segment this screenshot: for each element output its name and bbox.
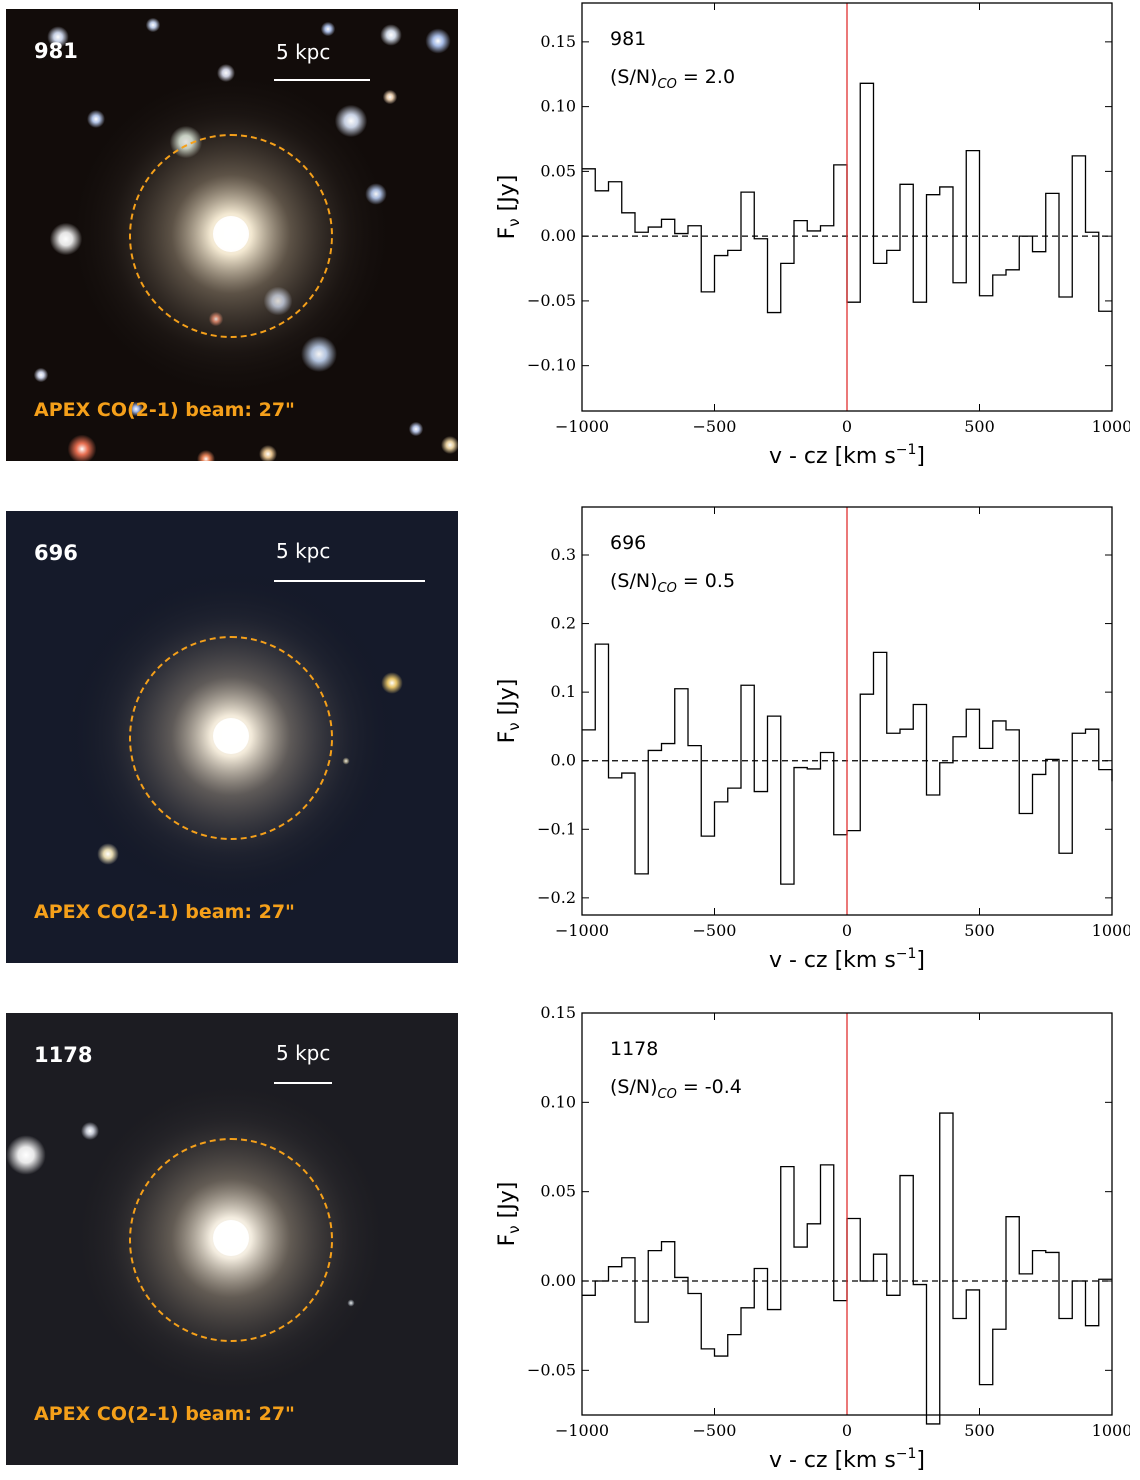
y-tick-label: 0.0 xyxy=(551,751,576,770)
galaxy-image-1178: 1178 5 kpc APEX CO(2-1) beam: 27" xyxy=(6,1013,458,1465)
x-tick-label: −500 xyxy=(693,921,737,940)
x-tick-label: 0 xyxy=(842,921,852,940)
x-tick-label: 1000 xyxy=(1092,417,1130,436)
star xyxy=(259,445,277,461)
galaxy-image-696: 696 5 kpc APEX CO(2-1) beam: 27" xyxy=(6,511,458,963)
galaxy-id-annotation: 1178 xyxy=(610,1038,658,1060)
panel-row-1: 981 5 kpc APEX CO(2-1) beam: 27" −1000 −5… xyxy=(0,0,1140,476)
beam-circle xyxy=(129,1138,333,1342)
star xyxy=(81,1122,99,1140)
star xyxy=(33,367,49,383)
scale-bar-label: 5 kpc xyxy=(276,40,331,64)
beam-label: APEX CO(2-1) beam: 27" xyxy=(34,399,295,421)
x-tick-label: −1000 xyxy=(555,1421,609,1440)
galaxy-id-annotation: 696 xyxy=(610,532,646,554)
y-axis-label: Fν [Jy] xyxy=(495,679,523,744)
galaxy-id-label: 696 xyxy=(34,541,78,565)
x-tick-label: 0 xyxy=(842,417,852,436)
plot-frame xyxy=(581,1012,1113,1416)
star xyxy=(320,21,336,37)
y-tick-label: 0.15 xyxy=(540,1003,576,1022)
scale-bar-label: 5 kpc xyxy=(276,1041,331,1065)
y-axis-label: Fν [Jy] xyxy=(495,1182,523,1247)
scale-bar xyxy=(274,1082,332,1084)
star xyxy=(6,1135,46,1175)
spectrum-plot-1178: −1000 −500 0 500 1000 −0.05 0.00 0.05 0.10 0.15 11… xyxy=(470,1000,1132,1480)
galaxy-image-981: 981 5 kpc APEX CO(2-1) beam: 27" xyxy=(6,9,458,461)
y-tick-label: 0.3 xyxy=(551,545,576,564)
spectrum-plot-canvas: −1000 −500 0 500 1000 −0.05 0.00 0.05 0.10 0.15 11… xyxy=(495,1003,1132,1473)
y-tick-label: 0.00 xyxy=(540,1271,576,1290)
scale-bar-label: 5 kpc xyxy=(276,539,331,563)
galaxy-id-label: 981 xyxy=(34,39,78,63)
y-tick-label: −0.1 xyxy=(537,819,576,838)
y-tick-label: −0.05 xyxy=(527,291,576,310)
star xyxy=(441,436,458,454)
y-tick-label: −0.05 xyxy=(527,1360,576,1379)
snr-annotation: (S/N)CO = 0.5 xyxy=(610,570,735,596)
star xyxy=(425,28,451,54)
spectrum-plot-canvas: −1000 −500 0 500 1000 −0.2 −0.1 0.0 0.1 0.2 0.3 696… xyxy=(495,506,1132,973)
x-tick-label: 1000 xyxy=(1092,921,1130,940)
galaxy-id-label: 1178 xyxy=(34,1043,93,1067)
x-tick-label: 0 xyxy=(842,1421,852,1440)
plot-frame xyxy=(581,506,1113,916)
y-tick-label: 0.00 xyxy=(540,226,576,245)
star xyxy=(380,24,402,46)
y-tick-label: −0.2 xyxy=(537,888,576,907)
spectrum-plot-696: −1000 −500 0 500 1000 −0.2 −0.1 0.0 0.1 0.2 0.3 696… xyxy=(470,500,1132,980)
x-tick-label: −500 xyxy=(693,1421,737,1440)
star xyxy=(128,401,144,417)
x-tick-label: −500 xyxy=(693,417,737,436)
x-tick-label: 500 xyxy=(964,417,995,436)
star xyxy=(47,26,69,48)
x-tick-label: 1000 xyxy=(1092,1421,1130,1440)
beam-label: APEX CO(2-1) beam: 27" xyxy=(34,901,295,923)
beam-circle xyxy=(129,636,333,840)
scale-bar xyxy=(274,79,370,81)
spectrum-plot-canvas: −1000 −500 0 500 1000 −0.10 −0.05 0.00 0.05 0.10 0… xyxy=(495,2,1132,469)
x-axis-label: v - cz [km s−1] xyxy=(769,1446,925,1473)
y-tick-label: 0.10 xyxy=(540,1092,576,1111)
y-tick-label: 0.10 xyxy=(540,97,576,116)
x-tick-label: 500 xyxy=(964,921,995,940)
spectrum-plot-981: −1000 −500 0 500 1000 −0.10 −0.05 0.00 0.05 0.10 0… xyxy=(470,0,1132,480)
panel-row-3: 1178 5 kpc APEX CO(2-1) beam: 27" −1000−… xyxy=(0,1000,1140,1476)
y-axis-label: Fν [Jy] xyxy=(495,175,523,240)
y-tick-label: 0.15 xyxy=(540,32,576,51)
x-axis-label: v - cz [km s−1] xyxy=(769,946,925,973)
x-tick-label: −1000 xyxy=(555,921,609,940)
star xyxy=(197,450,215,461)
x-axis-label: v - cz [km s−1] xyxy=(769,442,925,469)
star xyxy=(87,110,105,128)
snr-annotation: (S/N)CO = 2.0 xyxy=(610,66,735,92)
beam-circle xyxy=(129,134,333,338)
beam-label: APEX CO(2-1) beam: 27" xyxy=(34,1403,295,1425)
y-tick-label: 0.05 xyxy=(540,1182,576,1201)
plot-frame xyxy=(581,2,1113,412)
y-tick-label: 0.1 xyxy=(551,682,576,701)
star xyxy=(408,421,424,437)
scale-bar xyxy=(274,580,425,582)
y-tick-label: 0.2 xyxy=(551,614,576,633)
y-tick-label: −0.10 xyxy=(527,356,576,375)
x-tick-label: 500 xyxy=(964,1421,995,1440)
x-tick-label: −1000 xyxy=(555,417,609,436)
snr-annotation: (S/N)CO = -0.4 xyxy=(610,1076,742,1102)
y-tick-label: 0.05 xyxy=(540,161,576,180)
star xyxy=(145,17,161,33)
star xyxy=(67,434,97,461)
galaxy-id-annotation: 981 xyxy=(610,28,646,50)
panel-row-2: 696 5 kpc APEX CO(2-1) beam: 27" −1000 −5… xyxy=(0,500,1140,976)
star xyxy=(382,89,398,105)
